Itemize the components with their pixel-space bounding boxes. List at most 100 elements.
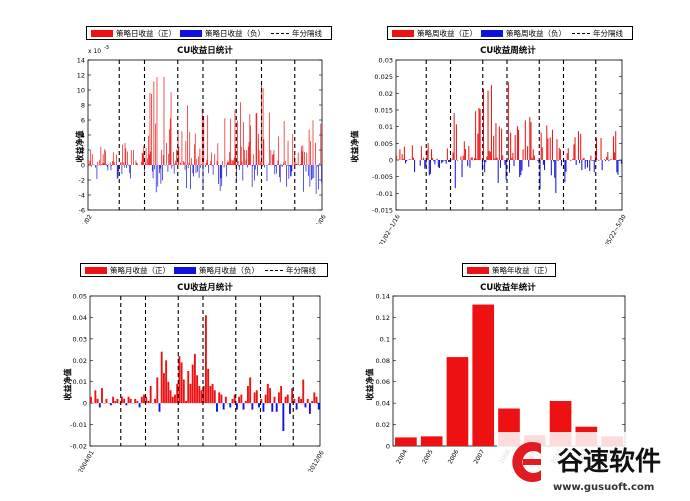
bar-positive bbox=[523, 149, 524, 160]
bar-positive bbox=[174, 395, 176, 404]
bar-positive bbox=[175, 163, 176, 165]
bar-positive bbox=[412, 145, 413, 160]
y-tick-label: 10 bbox=[77, 87, 85, 95]
bar-positive bbox=[143, 153, 144, 165]
bar-positive bbox=[259, 150, 260, 165]
legend-label-separator: 年分隔线 bbox=[286, 265, 316, 276]
y-tick-label: 8 bbox=[81, 102, 85, 110]
bar-positive bbox=[148, 136, 149, 165]
bar-positive bbox=[105, 151, 106, 165]
legend-swatch-negative bbox=[180, 30, 202, 37]
bar-negative bbox=[254, 165, 255, 180]
bar-negative bbox=[439, 160, 440, 168]
bar-positive bbox=[244, 150, 245, 165]
watermark-logo-graphic: 谷速软件 www.gusuoft.com bbox=[497, 432, 690, 497]
plot-area bbox=[396, 60, 622, 210]
bar-positive bbox=[510, 132, 511, 160]
bar-positive bbox=[515, 135, 516, 160]
bar-positive bbox=[112, 397, 114, 403]
bar-positive bbox=[127, 151, 128, 165]
bar-positive bbox=[494, 159, 495, 160]
bar-positive bbox=[264, 139, 265, 165]
bar-negative bbox=[253, 165, 254, 166]
y-tick-label: -0.005 bbox=[372, 173, 393, 181]
bar-negative bbox=[602, 160, 603, 170]
bar-positive bbox=[472, 157, 473, 160]
bar-positive bbox=[278, 161, 279, 165]
bar-negative bbox=[498, 160, 499, 183]
bar-positive bbox=[249, 114, 250, 165]
bar-negative bbox=[255, 165, 256, 170]
bar-positive bbox=[431, 149, 432, 160]
bar-positive bbox=[238, 161, 239, 165]
legend-label-separator: 年分隔线 bbox=[593, 28, 623, 39]
bar-negative bbox=[553, 160, 554, 161]
bar-negative bbox=[576, 160, 577, 165]
bar-positive bbox=[474, 158, 475, 160]
bar-positive bbox=[315, 143, 316, 165]
y-tick-label: -2 bbox=[79, 177, 85, 185]
bar-negative bbox=[99, 403, 101, 407]
bar-positive bbox=[512, 153, 513, 160]
bar-negative bbox=[405, 160, 406, 163]
y-tick-label: 0.005 bbox=[374, 140, 393, 148]
bar-negative bbox=[128, 165, 129, 166]
bar-positive bbox=[225, 397, 227, 403]
bar-negative bbox=[441, 160, 442, 163]
bar-positive bbox=[106, 164, 107, 165]
bar-negative bbox=[605, 160, 606, 161]
bar-negative bbox=[95, 165, 96, 168]
bar-negative bbox=[172, 165, 173, 166]
bar-positive bbox=[580, 134, 581, 160]
x-tick-label: 2012/06/06 bbox=[304, 213, 327, 224]
y-tick-label: 0.01 bbox=[379, 123, 393, 131]
bar-positive bbox=[233, 160, 234, 165]
bar-positive bbox=[214, 154, 215, 165]
bar-negative bbox=[220, 165, 221, 191]
y-tick-label: 0.12 bbox=[376, 314, 390, 322]
bar-negative bbox=[171, 165, 172, 169]
bar-positive bbox=[101, 388, 103, 403]
bar-positive bbox=[432, 158, 433, 160]
bar-positive bbox=[575, 137, 576, 160]
bar-positive bbox=[121, 162, 122, 165]
bar-negative bbox=[313, 165, 314, 178]
bar-negative bbox=[117, 165, 118, 179]
bar-positive bbox=[168, 154, 169, 165]
bar-positive bbox=[201, 164, 202, 165]
bar-positive bbox=[207, 369, 209, 403]
bar-positive bbox=[611, 159, 612, 160]
bar-positive bbox=[247, 386, 249, 403]
bar-positive bbox=[93, 164, 94, 165]
bar-negative bbox=[469, 160, 470, 168]
x-tick-label: 2004/01 bbox=[77, 449, 96, 472]
bar-positive bbox=[131, 150, 132, 165]
bar-negative bbox=[467, 160, 468, 166]
bar-positive bbox=[497, 158, 498, 160]
bar-positive bbox=[250, 126, 251, 165]
bar-positive bbox=[468, 146, 469, 160]
y-tick-label: 0.02 bbox=[73, 357, 87, 365]
bar-positive bbox=[102, 163, 103, 165]
bar-positive bbox=[217, 143, 218, 165]
bar-negative bbox=[420, 160, 421, 166]
bar-negative bbox=[264, 165, 265, 167]
bar-negative bbox=[616, 160, 617, 172]
bar-positive bbox=[460, 156, 461, 160]
bar-negative bbox=[433, 160, 434, 161]
bar-negative bbox=[130, 165, 131, 178]
bar-negative bbox=[196, 165, 197, 173]
bar-positive bbox=[271, 150, 272, 165]
bar-positive bbox=[274, 397, 276, 403]
bar-positive bbox=[234, 158, 235, 165]
bar-positive bbox=[542, 147, 543, 160]
legend-label-positive: 策略周收益（正） bbox=[417, 28, 477, 39]
bar-positive bbox=[532, 158, 533, 160]
bar-positive bbox=[541, 132, 542, 160]
bar-positive bbox=[265, 395, 267, 404]
bar-positive bbox=[146, 148, 147, 165]
bar-negative bbox=[570, 160, 571, 161]
y-tick-label: 0.04 bbox=[73, 314, 87, 322]
bar-positive bbox=[572, 159, 573, 160]
bar-positive bbox=[136, 163, 137, 165]
